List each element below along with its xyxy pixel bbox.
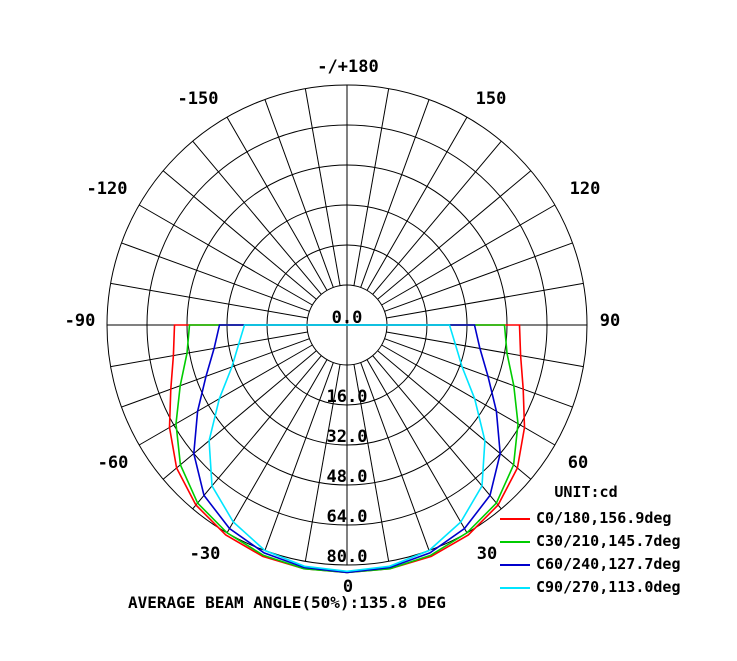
grid-spoke [138, 344, 313, 446]
grid-spoke [386, 282, 584, 319]
grid-spoke [386, 331, 584, 368]
radial-tick-label: 64.0 [327, 507, 368, 527]
intensity-curves [168, 324, 526, 574]
angle-label: 150 [476, 89, 507, 109]
radial-tick-label: 80.0 [327, 547, 368, 567]
grid-spoke [377, 170, 532, 300]
angle-label: 0 [343, 577, 353, 597]
grid-spoke [353, 88, 390, 286]
beam-angle-footer: AVERAGE BEAM ANGLE(50%):135.8 DEG [128, 593, 446, 612]
grid-spoke [372, 355, 502, 510]
grid-spoke [304, 88, 341, 286]
grid-spoke [110, 331, 308, 368]
grid-spoke [384, 338, 573, 408]
radial-tick-label: 32.0 [327, 427, 368, 447]
legend: UNIT:cd C0/180,156.9deg C30/210,145.7deg C… [500, 483, 681, 596]
grid-spoke [377, 350, 532, 480]
angle-label: 120 [570, 179, 601, 199]
angle-label: 90 [600, 311, 620, 331]
grid-spoke [384, 242, 573, 312]
angle-label: -150 [178, 89, 219, 109]
angle-label: -/+180 [317, 57, 378, 77]
angle-label: -30 [190, 544, 221, 564]
angle-label: -90 [65, 311, 96, 331]
grid-spoke [226, 116, 328, 291]
grid-spoke [192, 355, 322, 510]
grid-spoke [110, 282, 308, 319]
series-curve-2 [192, 324, 502, 574]
angle-label: -120 [87, 179, 128, 199]
radial-tick-label: 0.0 [332, 308, 363, 328]
grid-spoke [162, 170, 317, 300]
grid-spoke [264, 99, 334, 288]
grid-spoke [121, 242, 310, 312]
grid-spoke [366, 116, 468, 291]
grid-spoke [304, 364, 341, 562]
grid-spoke [226, 359, 328, 534]
legend-entry: C90/270,113.0deg [536, 578, 681, 596]
angle-labels: -/+180 -150 150 -120 120 -90 90 -60 60 -30 30 0 [65, 57, 621, 597]
grid-spoke [381, 344, 556, 446]
grid-spoke [162, 350, 317, 480]
grid-spoke [381, 204, 556, 306]
grid-spoke [264, 362, 334, 551]
grid-spoke [360, 362, 430, 551]
angle-label: 60 [568, 453, 588, 473]
angle-label: 30 [477, 544, 497, 564]
grid-spoke [353, 364, 390, 562]
grid-spoke [121, 338, 310, 408]
radial-tick-label: 16.0 [327, 387, 368, 407]
grid-spoke [138, 204, 313, 306]
grid-spoke [192, 140, 322, 295]
angle-label: -60 [98, 453, 129, 473]
series-curve-3 [208, 324, 486, 573]
legend-entry: C0/180,156.9deg [536, 509, 671, 527]
grid-spoke [366, 359, 468, 534]
radial-tick-label: 48.0 [327, 467, 368, 487]
unit-label: UNIT:cd [554, 483, 617, 501]
legend-entry: C30/210,145.7deg [536, 532, 681, 550]
legend-entry: C60/240,127.7deg [536, 555, 681, 573]
grid-spoke [360, 99, 430, 288]
grid-spoke [372, 140, 502, 295]
radial-tick-labels: 0.0 16.0 32.0 48.0 64.0 80.0 [327, 308, 368, 567]
